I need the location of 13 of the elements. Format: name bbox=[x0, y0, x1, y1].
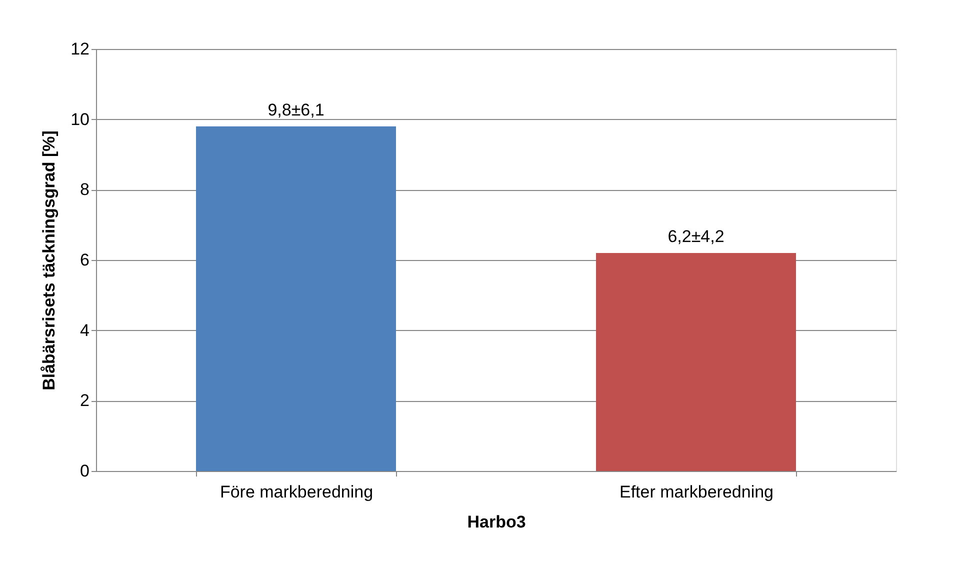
x-tick-label: Före markberedning bbox=[220, 482, 374, 502]
y-tick-label: 12 bbox=[70, 40, 90, 58]
y-tick-label: 0 bbox=[80, 462, 90, 480]
y-tick-label: 10 bbox=[70, 110, 90, 129]
data-label: 9,8±6,1 bbox=[268, 100, 324, 120]
y-tick-label: 8 bbox=[80, 180, 90, 200]
y-tick-label: 2 bbox=[80, 391, 90, 410]
y-tick-label: 4 bbox=[80, 320, 90, 340]
x-tick-label: Efter markberedning bbox=[619, 482, 774, 502]
y-axis-title: Blåbärsrisets täckningsgrad [%] bbox=[40, 130, 59, 390]
data-label: 6,2±4,2 bbox=[668, 226, 724, 246]
x-axis-title: Harbo3 bbox=[467, 512, 526, 532]
y-tick-label: 6 bbox=[80, 250, 90, 270]
